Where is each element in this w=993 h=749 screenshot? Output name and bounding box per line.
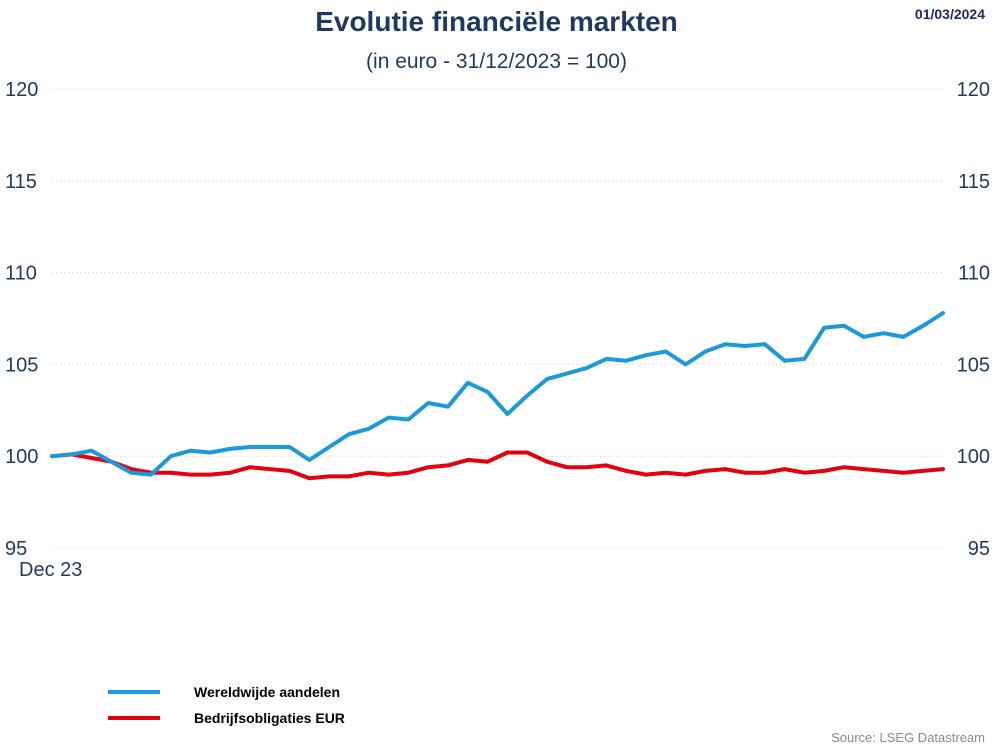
legend: Wereldwijde aandelen Bedrijfsobligaties E… <box>108 684 345 726</box>
legend-label: Bedrijfsobligaties EUR <box>194 710 345 726</box>
y-tick-label-left: 120 <box>5 79 38 101</box>
y-tick-label-left: 115 <box>5 171 37 193</box>
y-tick-label-left: 95 <box>5 538 27 560</box>
legend-label: Wereldwijde aandelen <box>194 684 340 700</box>
y-tick-label-right: 110 <box>958 263 990 285</box>
y-axis-left: 95 100 105 110 115 120 <box>5 79 38 560</box>
y-tick-label-left: 110 <box>5 263 37 285</box>
y-tick-label-right: 120 <box>957 79 990 101</box>
chart-subtitle: (in euro - 31/12/2023 = 100) <box>366 50 627 73</box>
chart-title: Evolutie financiële markten <box>315 6 678 37</box>
y-tick-label-left: 100 <box>5 446 38 468</box>
series-lines <box>50 311 945 481</box>
y-tick-label-right: 105 <box>957 354 990 376</box>
y-tick-label-right: 100 <box>957 446 990 468</box>
report-date: 01/03/2024 <box>914 6 985 22</box>
series-line-1 <box>50 450 945 481</box>
source-note: Source: LSEG Datastream <box>831 730 985 745</box>
grid-lines <box>52 88 943 549</box>
y-tick-label-left: 105 <box>5 354 38 376</box>
x-axis: Dec 23 <box>19 559 82 581</box>
series-line-0 <box>50 311 945 477</box>
x-tick-label: Dec 23 <box>19 559 82 581</box>
y-tick-label-right: 115 <box>958 171 990 193</box>
y-axis-right: 95 100 105 110 115 120 <box>957 79 990 560</box>
y-tick-label-right: 95 <box>968 538 990 560</box>
